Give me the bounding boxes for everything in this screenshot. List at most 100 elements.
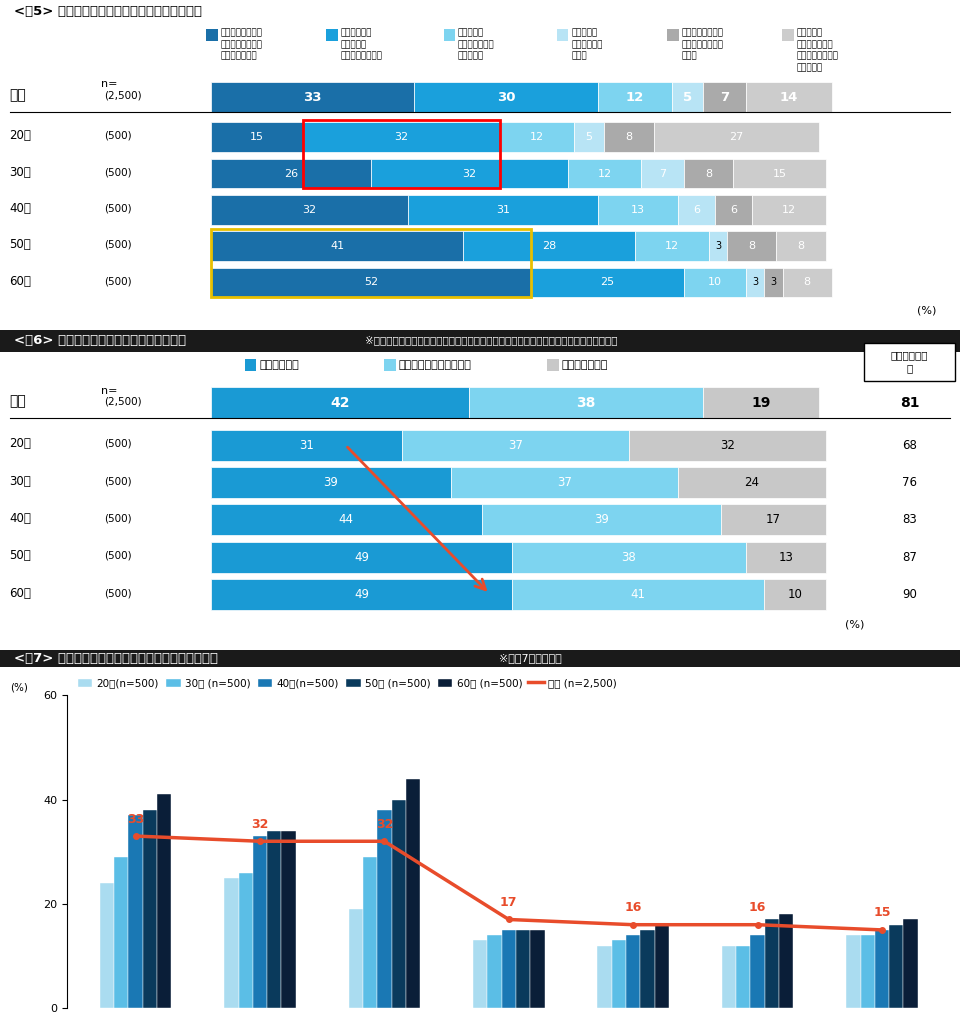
Text: (500): (500) [104, 167, 132, 178]
Text: 60代: 60代 [10, 274, 32, 288]
Text: いつも買う: いつも買う [797, 28, 823, 37]
Bar [371, 159, 567, 188]
Text: そもそも「いつも: そもそも「いつも [682, 28, 724, 37]
Bar [326, 29, 338, 41]
Bar [574, 122, 605, 152]
Text: 42: 42 [330, 395, 350, 410]
Bar [408, 195, 598, 225]
Text: 39: 39 [594, 514, 609, 526]
Text: がない: がない [682, 51, 697, 61]
Text: 12: 12 [597, 168, 612, 179]
Text: (500): (500) [104, 240, 132, 250]
Text: <図5> 食品の値上げに関する行動（単一回答）: <図5> 食品の値上げに関する行動（単一回答） [14, 5, 203, 17]
Bar [764, 268, 782, 298]
Bar [513, 541, 746, 573]
Text: 5: 5 [683, 90, 692, 104]
Text: 全体: 全体 [10, 88, 26, 103]
Bar [636, 231, 708, 261]
Text: 買わないこと: 買わないこと [571, 40, 603, 49]
Text: したことはない／: したことはない／ [797, 51, 839, 61]
Text: 値上がりしても、: 値上がりしても、 [221, 28, 263, 37]
Text: 49: 49 [354, 550, 370, 564]
Text: (500): (500) [104, 131, 132, 141]
Text: 13: 13 [779, 550, 793, 564]
Bar [0, 650, 960, 667]
Text: 26: 26 [284, 168, 299, 179]
Text: 6: 6 [730, 204, 737, 215]
Text: 27: 27 [730, 132, 744, 143]
Text: n=: n= [101, 78, 117, 88]
Text: 同ジャンルの: 同ジャンルの [341, 28, 372, 37]
Bar [721, 504, 826, 535]
Bar [667, 29, 679, 41]
Bar [746, 268, 764, 298]
Bar [598, 195, 678, 225]
Bar [482, 504, 721, 535]
Text: 19: 19 [752, 395, 771, 410]
Text: 33: 33 [303, 90, 322, 104]
Text: 14: 14 [780, 90, 798, 104]
Bar [206, 29, 218, 41]
Text: 44: 44 [339, 514, 354, 526]
Bar [672, 82, 703, 112]
Text: 10: 10 [787, 588, 803, 601]
Text: ことが多い: ことが多い [458, 51, 484, 61]
Bar [513, 579, 764, 610]
Bar [0, 330, 960, 352]
Text: 28: 28 [542, 241, 556, 252]
Text: ※ステルス値上げ＝値段を変えない代わりに容量（サイズ）を少なくする動きとして聴取: ※ステルス値上げ＝値段を変えない代わりに容量（サイズ）を少なくする動きとして聴取 [365, 336, 617, 345]
Bar [211, 541, 513, 573]
Text: 13: 13 [632, 204, 645, 215]
Bar [703, 82, 746, 112]
Text: 50代: 50代 [10, 238, 32, 252]
Bar [211, 195, 408, 225]
Text: 30代: 30代 [10, 165, 32, 179]
Bar [211, 579, 513, 610]
Text: なんとなく気付いている: なんとなく気付いている [398, 359, 471, 370]
Text: (500): (500) [104, 477, 132, 486]
Text: 32: 32 [720, 439, 734, 452]
Bar [211, 387, 469, 418]
Bar [211, 467, 451, 498]
Bar [211, 231, 463, 261]
Text: 32: 32 [395, 132, 409, 143]
Text: 他の食品・: 他の食品・ [458, 28, 484, 37]
Bar [245, 358, 256, 371]
Text: 気付いていない: 気付いていない [562, 359, 608, 370]
Text: 76: 76 [902, 477, 917, 489]
Bar [469, 387, 703, 418]
Text: 15: 15 [251, 132, 264, 143]
Text: 全体: 全体 [10, 394, 26, 408]
Text: (500): (500) [104, 550, 132, 561]
Bar [414, 82, 598, 112]
Bar [605, 122, 654, 152]
Text: 87: 87 [902, 550, 917, 564]
Bar [211, 268, 531, 298]
Bar [303, 122, 500, 152]
Bar [401, 429, 629, 461]
Text: 15: 15 [773, 168, 786, 179]
Text: (%): (%) [845, 619, 864, 630]
Text: 8: 8 [804, 277, 811, 288]
Text: 8: 8 [706, 168, 712, 179]
Bar [211, 504, 482, 535]
Text: 8: 8 [625, 132, 633, 143]
Text: 30: 30 [497, 90, 516, 104]
Text: (%): (%) [917, 305, 936, 315]
Bar [684, 159, 733, 188]
Bar [764, 579, 826, 610]
Bar [708, 231, 728, 261]
Text: その商品は: その商品は [571, 28, 597, 37]
Text: (2,500): (2,500) [104, 396, 141, 406]
Text: 38: 38 [622, 550, 636, 564]
Text: 39: 39 [324, 477, 339, 489]
Text: 3: 3 [770, 277, 777, 288]
Text: 20代: 20代 [10, 438, 32, 450]
Bar [384, 358, 396, 371]
Text: 25: 25 [600, 277, 614, 288]
Bar [752, 195, 826, 225]
Text: 17: 17 [766, 514, 780, 526]
Text: 20代: 20代 [10, 129, 32, 143]
Bar [782, 29, 794, 41]
Text: 37: 37 [557, 477, 572, 489]
